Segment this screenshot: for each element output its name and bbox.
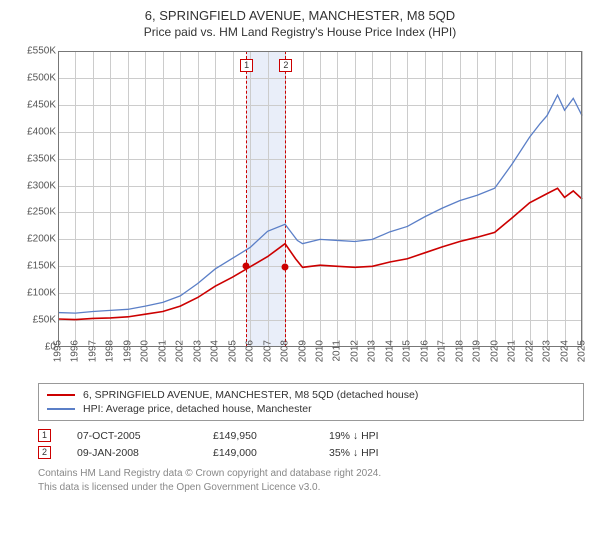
legend-row-subject: 6, SPRINGFIELD AVENUE, MANCHESTER, M8 5Q…: [47, 388, 575, 402]
x-tick-label: 2001: [157, 340, 168, 362]
x-tick-label: 2012: [349, 340, 360, 362]
x-tick-label: 2010: [315, 340, 326, 362]
x-tick-label: 1999: [122, 340, 133, 362]
legend-swatch-hpi: [47, 408, 75, 410]
sale-marker-1: 1: [38, 429, 51, 442]
x-tick-label: 2024: [559, 340, 570, 362]
sale-delta-2: 35% ↓ HPI: [329, 447, 439, 459]
series-subject: [58, 188, 582, 319]
chart-container: 6, SPRINGFIELD AVENUE, MANCHESTER, M8 5Q…: [0, 0, 600, 502]
x-tick-label: 2025: [577, 340, 588, 362]
sale-row-1: 1 07-OCT-2005 £149,950 19% ↓ HPI: [38, 427, 588, 444]
series-hpi: [58, 95, 582, 313]
y-tick-label: £400K: [12, 126, 56, 137]
legend-swatch-subject: [47, 394, 75, 396]
x-tick-label: 2006: [245, 340, 256, 362]
sale-marker-box: 1: [240, 59, 253, 72]
x-tick-label: 2005: [227, 340, 238, 362]
x-tick-label: 2016: [419, 340, 430, 362]
sale-delta-1: 19% ↓ HPI: [329, 430, 439, 442]
sale-price-1: £149,950: [213, 430, 303, 442]
y-tick-label: £250K: [12, 207, 56, 218]
y-tick-label: £100K: [12, 288, 56, 299]
x-tick-label: 2013: [367, 340, 378, 362]
x-tick-label: 2008: [280, 340, 291, 362]
plot-region: [58, 51, 582, 347]
y-tick-label: £350K: [12, 153, 56, 164]
x-tick-label: 2022: [524, 340, 535, 362]
footer-line-1: Contains HM Land Registry data © Crown c…: [38, 467, 588, 481]
x-tick-label: 2015: [402, 340, 413, 362]
y-tick-label: £0: [12, 342, 56, 353]
x-tick-label: 2009: [297, 340, 308, 362]
sale-price-2: £149,000: [213, 447, 303, 459]
sale-date-1: 07-OCT-2005: [77, 430, 187, 442]
chart-area: £0 £50K £100K £150K £200K £250K £300K £350K £400…: [12, 47, 588, 377]
series-layer: [58, 51, 582, 347]
x-tick-label: 2000: [140, 340, 151, 362]
sale-marker-2: 2: [38, 446, 51, 459]
sale-marker-box: 2: [279, 59, 292, 72]
x-tick-label: 2007: [262, 340, 273, 362]
x-tick-label: 2020: [489, 340, 500, 362]
sale-dot: [282, 263, 289, 270]
x-tick-label: 2003: [192, 340, 203, 362]
y-tick-label: £450K: [12, 99, 56, 110]
x-tick-label: 2014: [384, 340, 395, 362]
x-tick-label: 2017: [437, 340, 448, 362]
x-tick-label: 2023: [542, 340, 553, 362]
x-tick-label: 1997: [87, 340, 98, 362]
x-tick-label: 2002: [175, 340, 186, 362]
y-tick-label: £200K: [12, 234, 56, 245]
x-tick-label: 1995: [53, 340, 64, 362]
y-tick-label: £150K: [12, 261, 56, 272]
sale-date-2: 09-JAN-2008: [77, 447, 187, 459]
x-tick-label: 2011: [332, 340, 343, 362]
legend-label-subject: 6, SPRINGFIELD AVENUE, MANCHESTER, M8 5Q…: [83, 389, 418, 401]
y-tick-label: £550K: [12, 46, 56, 57]
sales-table: 1 07-OCT-2005 £149,950 19% ↓ HPI 2 09-JA…: [38, 427, 588, 461]
footer: Contains HM Land Registry data © Crown c…: [38, 467, 588, 494]
x-tick-label: 2021: [507, 340, 518, 362]
x-tick-label: 2019: [472, 340, 483, 362]
legend-row-hpi: HPI: Average price, detached house, Manc…: [47, 402, 575, 416]
x-tick-label: 2018: [454, 340, 465, 362]
legend-label-hpi: HPI: Average price, detached house, Manc…: [83, 403, 312, 415]
x-tick-label: 1996: [70, 340, 81, 362]
sale-row-2: 2 09-JAN-2008 £149,000 35% ↓ HPI: [38, 444, 588, 461]
x-tick-label: 1998: [105, 340, 116, 362]
title-address: 6, SPRINGFIELD AVENUE, MANCHESTER, M8 5Q…: [12, 8, 588, 23]
y-tick-label: £500K: [12, 72, 56, 83]
y-tick-label: £300K: [12, 180, 56, 191]
title-subtitle: Price paid vs. HM Land Registry's House …: [12, 25, 588, 39]
sale-dot: [243, 263, 250, 270]
footer-line-2: This data is licensed under the Open Gov…: [38, 481, 588, 495]
legend: 6, SPRINGFIELD AVENUE, MANCHESTER, M8 5Q…: [38, 383, 584, 421]
y-tick-label: £50K: [12, 315, 56, 326]
x-tick-label: 2004: [210, 340, 221, 362]
title-block: 6, SPRINGFIELD AVENUE, MANCHESTER, M8 5Q…: [12, 8, 588, 39]
